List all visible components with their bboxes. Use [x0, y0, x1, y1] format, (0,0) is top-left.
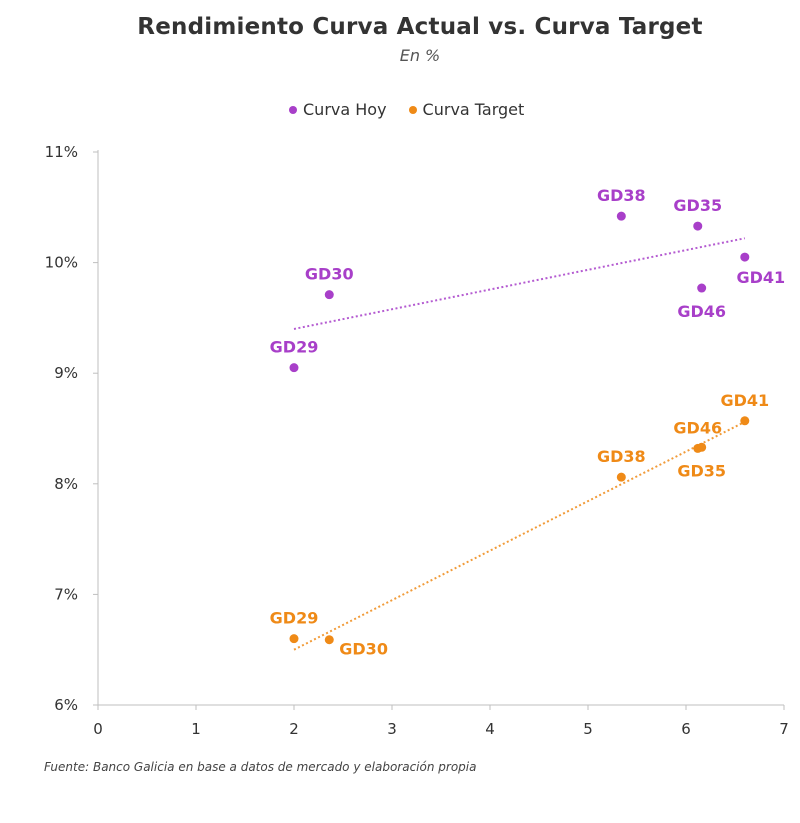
x-tick-label: 6: [681, 720, 691, 738]
data-label-curva-hoy-gd41: GD41: [736, 268, 785, 287]
legend-marker-curva-target: [408, 105, 417, 114]
data-label-curva-target-gd38: GD38: [597, 447, 646, 466]
y-tick-label: 9%: [54, 364, 78, 382]
chart-legend: Curva Hoy Curva Target: [289, 100, 546, 119]
data-point-curva-hoy-gd35: [693, 221, 703, 231]
y-tick-label: 11%: [45, 143, 78, 161]
x-tick-label: 0: [93, 720, 103, 738]
data-label-curva-target-gd35: GD35: [677, 461, 726, 480]
data-label-curva-target-gd30: GD30: [339, 640, 388, 659]
trendline-curva-hoy: [293, 237, 745, 330]
data-point-curva-hoy-gd46: [697, 283, 707, 293]
data-point-curva-target-gd41: [740, 416, 750, 426]
data-label-curva-target-gd41: GD41: [720, 391, 769, 410]
y-tick-label: 8%: [54, 475, 78, 493]
data-point-curva-hoy-gd30: [324, 290, 334, 300]
x-tick-label: 3: [387, 720, 397, 738]
data-label-curva-hoy-gd35: GD35: [673, 196, 722, 215]
trendline-curva-target: [293, 420, 746, 651]
legend-label-curva-hoy: Curva Hoy: [303, 100, 387, 119]
data-point-curva-hoy-gd38: [616, 211, 626, 221]
data-point-curva-hoy-gd29: [289, 363, 299, 373]
data-label-curva-target-gd46: GD46: [673, 418, 722, 437]
legend-marker-curva-hoy: [289, 105, 297, 114]
data-label-curva-hoy-gd30: GD30: [305, 265, 354, 284]
data-label-curva-hoy-gd29: GD29: [270, 338, 319, 357]
data-point-curva-target-gd38: [616, 472, 626, 482]
data-label-curva-hoy-gd38: GD38: [597, 186, 646, 205]
data-point-curva-target-gd35: [697, 442, 707, 452]
x-tick-label: 2: [289, 720, 299, 738]
legend-item-curva-target: Curva Target: [408, 100, 525, 119]
chart-subtitle: En %: [399, 46, 441, 65]
x-tick-label: 1: [191, 720, 201, 738]
x-tick-label: 7: [779, 720, 789, 738]
legend-label-curva-target: Curva Target: [422, 100, 525, 119]
data-point-curva-hoy-gd41: [740, 252, 750, 262]
source-note: Fuente: Banco Galicia en base a datos de…: [44, 760, 477, 774]
chart-title: Rendimiento Curva Actual vs. Curva Targe…: [137, 14, 703, 40]
y-tick-label: 6%: [54, 696, 78, 714]
y-tick-label: 10%: [45, 254, 78, 272]
legend-item-curva-hoy: Curva Hoy: [289, 100, 387, 119]
data-point-curva-target-gd30: [324, 635, 334, 645]
data-label-curva-target-gd29: GD29: [270, 609, 319, 628]
x-tick-label: 5: [583, 720, 593, 738]
x-tick-label: 4: [485, 720, 495, 738]
data-label-curva-hoy-gd46: GD46: [677, 302, 726, 321]
y-tick-label: 7%: [54, 585, 78, 603]
data-point-curva-target-gd29: [289, 634, 299, 644]
